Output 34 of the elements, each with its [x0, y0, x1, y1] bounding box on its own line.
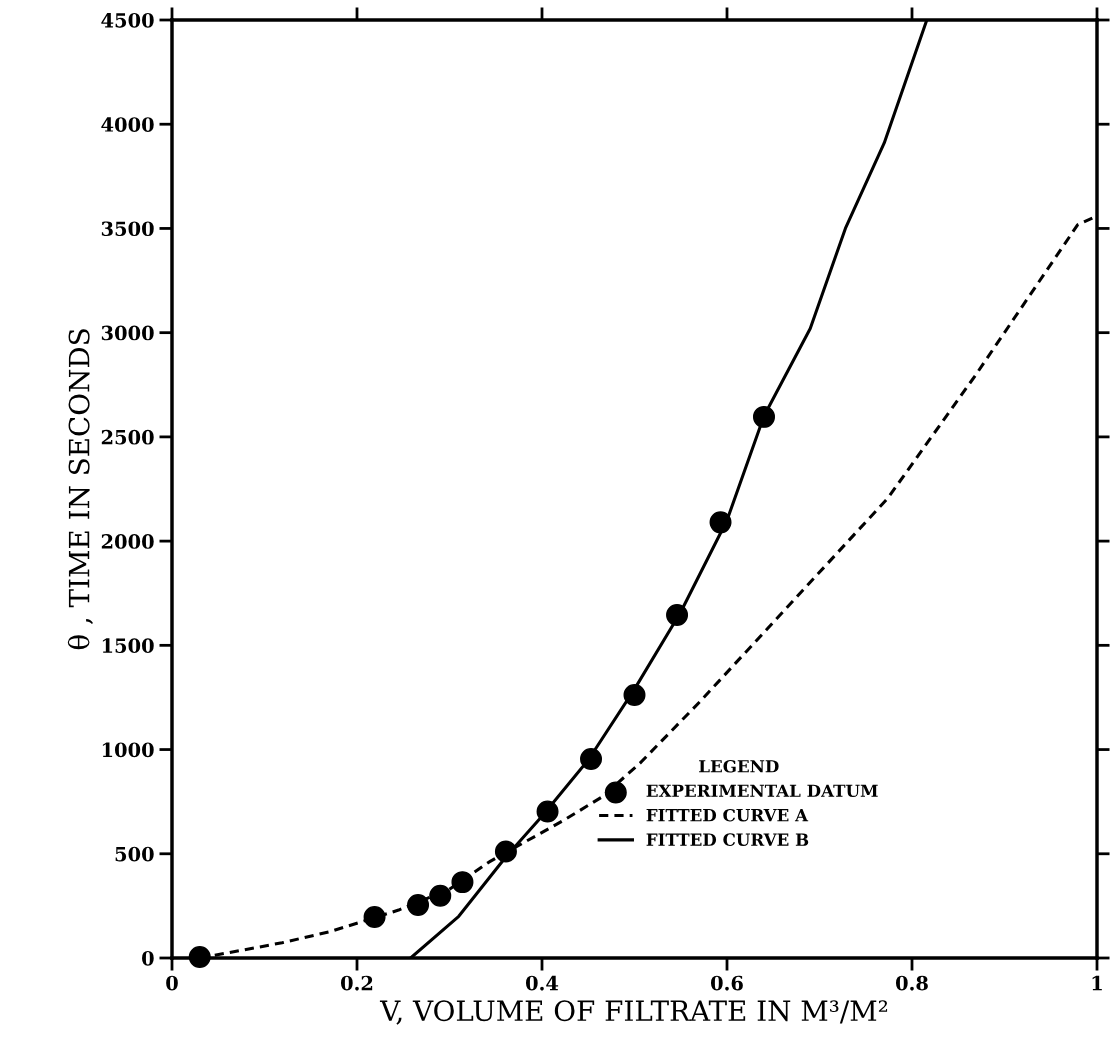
point: [407, 894, 430, 917]
legend-label: EXPERIMENTAL DATUM: [646, 784, 878, 798]
x-tick-label: 0.4: [526, 975, 559, 991]
y-tick-label: 2000: [101, 534, 154, 549]
y-tick-label: 3000: [101, 325, 154, 341]
y-tick-label: 0: [142, 950, 154, 966]
legend-label: FITTED CURVE B: [646, 833, 809, 846]
y-tick-label: 2500: [101, 429, 154, 445]
x-axis-title: V, VOLUME OF FILTRATE IN M³/M²: [379, 1000, 888, 1025]
point: [666, 603, 689, 626]
point: [429, 884, 452, 907]
legend-title: LEGEND: [699, 759, 779, 773]
x-tick-label: 0.8: [896, 975, 928, 991]
point: [494, 840, 517, 863]
point: [451, 871, 474, 894]
y-tick-label: 1000: [102, 742, 154, 758]
legend-label: FITTED CURVE A: [646, 808, 809, 822]
y-tick-label: 3500: [101, 221, 154, 237]
y-tick-label: 1500: [102, 638, 154, 653]
y-axis-title: θ , TIME IN SECONDS: [67, 329, 93, 650]
point: [536, 800, 559, 823]
point: [753, 405, 775, 428]
point: [363, 905, 386, 928]
point: [623, 683, 646, 706]
x-tick-label: 0: [166, 975, 178, 991]
y-tick-label: 4500: [101, 12, 154, 28]
y-tick-label: 4000: [101, 117, 154, 132]
x-tick-label: 0.2: [341, 975, 373, 991]
x-tick-label: 0.6: [711, 975, 743, 991]
point: [709, 511, 732, 534]
y-tick-label: 500: [115, 846, 154, 862]
point: [188, 945, 211, 968]
point: [580, 747, 603, 770]
x-tick-label: 1: [1092, 975, 1102, 991]
